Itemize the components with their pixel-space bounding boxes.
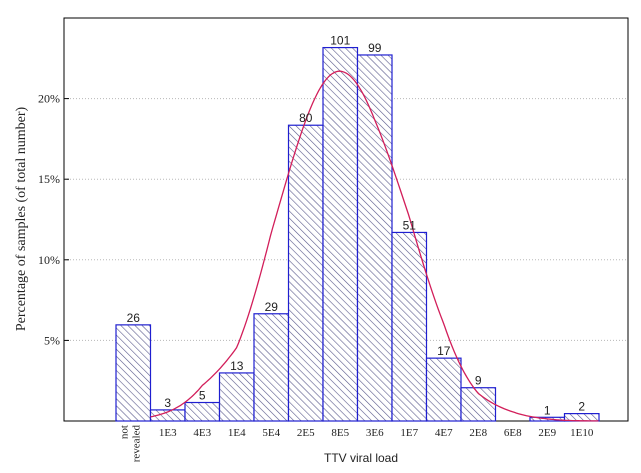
y-tick-label: 15% — [38, 172, 60, 186]
bar-count-label: 101 — [330, 34, 350, 48]
bar — [253, 313, 290, 422]
x-tick-label: 6E8 — [504, 427, 522, 439]
y-tick-label: 10% — [38, 253, 60, 267]
x-tick-label: 1E3 — [159, 427, 177, 439]
x-tick-label: 1E7 — [400, 427, 418, 439]
x-axis-title: TTV viral load — [324, 451, 398, 465]
bar — [184, 401, 221, 422]
bar — [356, 54, 393, 422]
bar-count-labels: 26 3 5 13 29 80 101 99 51 17 9 1 2 — [127, 34, 586, 418]
bar — [425, 357, 462, 422]
x-tick-label: 2E5 — [297, 427, 315, 439]
bar — [115, 324, 152, 422]
bars-group — [115, 46, 600, 422]
bar — [322, 46, 359, 422]
x-tick-label: 4E7 — [435, 427, 453, 439]
bar — [287, 124, 324, 422]
x-tick-label: 3E6 — [366, 427, 384, 439]
x-tick-label: 5E4 — [262, 427, 280, 439]
x-tick-label: 2E9 — [538, 427, 556, 439]
x-tick-label: not revealed — [118, 425, 142, 463]
x-axis-ticks: not revealed 1E3 4E3 1E4 5E4 2E5 8E5 3E6 1E7 4E7 2E… — [118, 425, 594, 463]
x-tick-label: 4E3 — [193, 427, 211, 439]
y-tick-label: 5% — [44, 333, 60, 347]
x-tick-label: 8E5 — [331, 427, 349, 439]
bar-count-label: 80 — [299, 111, 313, 125]
bar-count-label: 26 — [127, 311, 141, 325]
bar — [391, 231, 428, 422]
bar-count-label: 29 — [265, 300, 279, 314]
x-tick-label: 2E8 — [469, 427, 487, 439]
bar-count-label: 5 — [199, 389, 206, 403]
bar-count-label: 9 — [475, 374, 482, 388]
bar-count-label: 2 — [578, 400, 585, 414]
bar-count-label: 51 — [403, 218, 417, 232]
bar-count-label: 13 — [230, 359, 244, 373]
x-tick-label: 1E10 — [570, 427, 594, 439]
bar-count-label: 17 — [437, 344, 451, 358]
bar — [218, 372, 255, 422]
y-axis-title: Percentage of samples (of total number) — [14, 107, 29, 332]
y-tick-label: 20% — [38, 92, 60, 106]
x-tick-label: 1E4 — [228, 427, 246, 439]
x-tick-label-line: revealed — [130, 425, 142, 463]
normal-fit-curve — [150, 70, 599, 422]
bar-count-label: 1 — [544, 403, 551, 417]
bar-count-label: 99 — [368, 41, 382, 55]
y-axis-ticks: 5% 10% 15% 20% — [38, 92, 69, 347]
x-tick-label-line: not — [118, 425, 130, 439]
bar-count-label: 3 — [164, 396, 171, 410]
